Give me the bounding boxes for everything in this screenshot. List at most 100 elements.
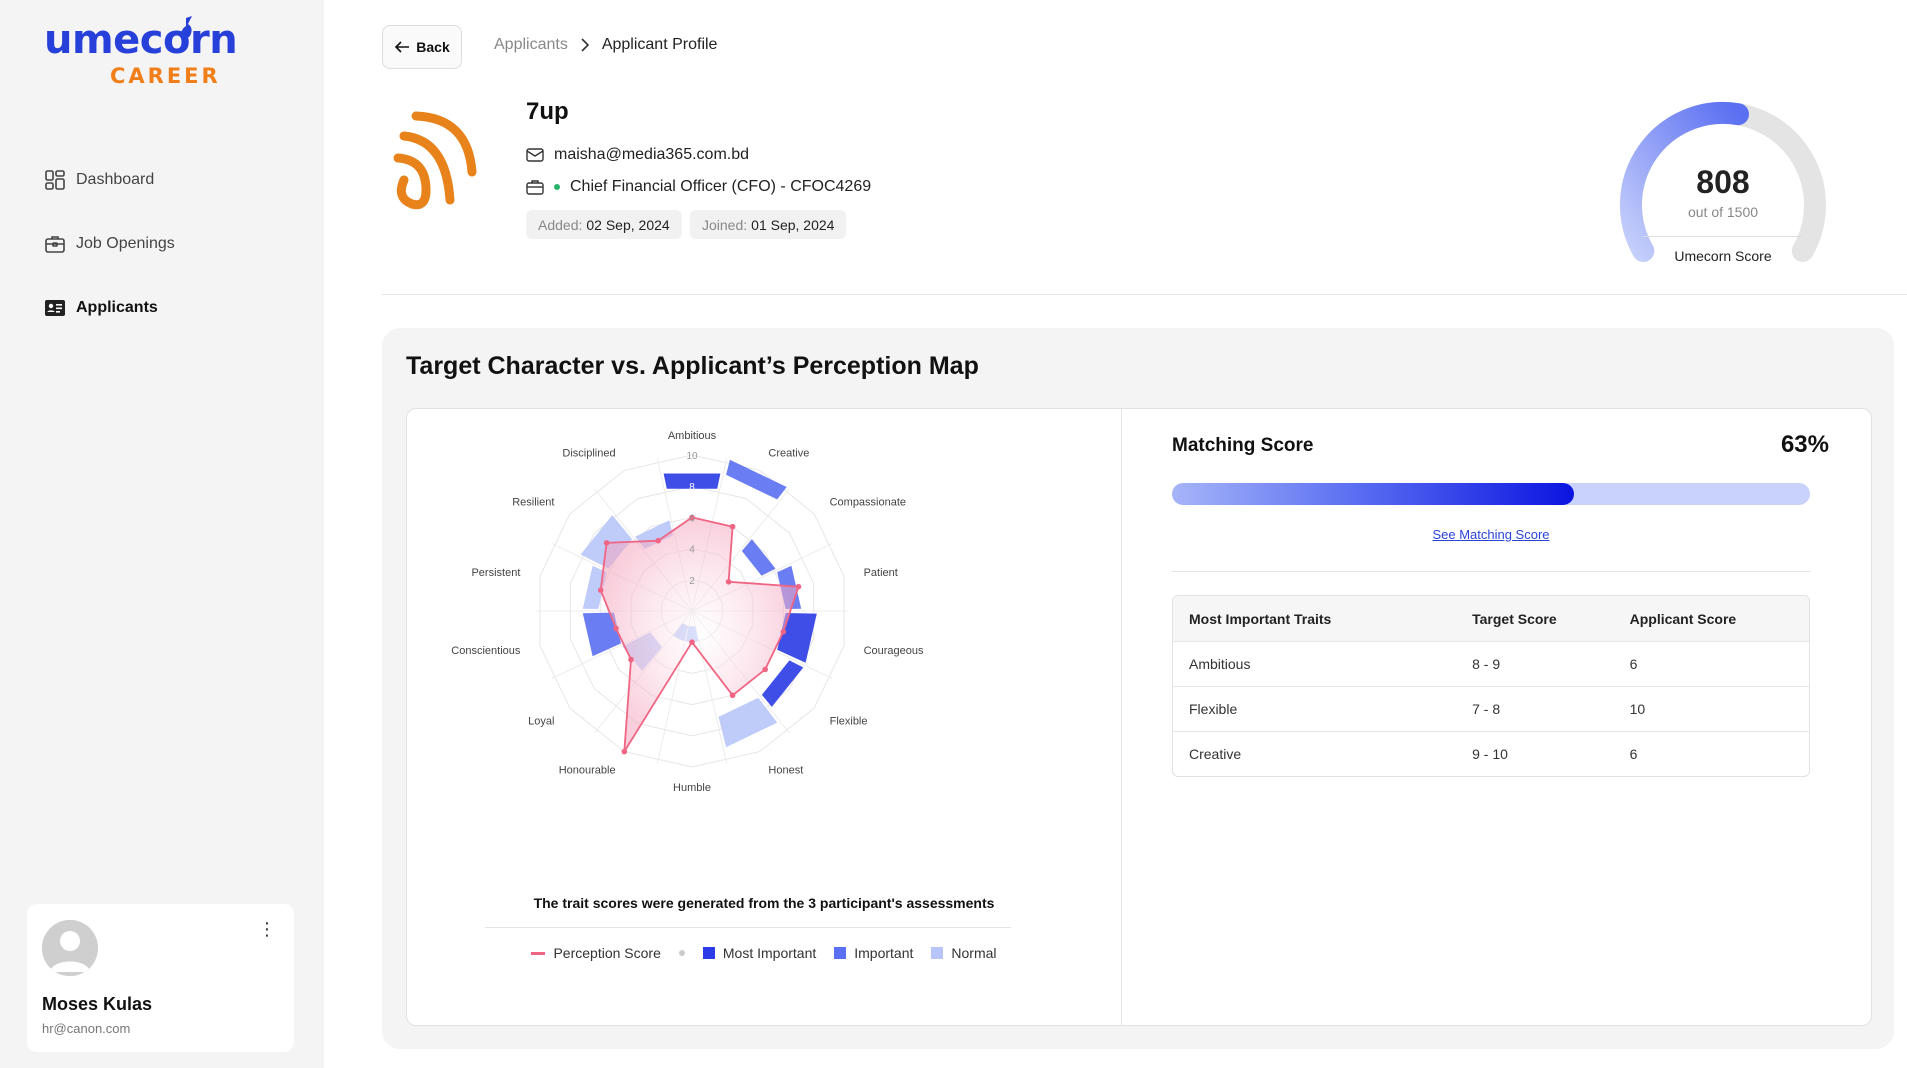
legend-normal: Normal	[931, 945, 997, 961]
axis-label-resilient: Resilient	[512, 496, 554, 508]
axis-label-ambitious: Ambitious	[668, 430, 717, 442]
legend-important-label: Important	[854, 945, 914, 961]
more-options-icon[interactable]: ⋮	[258, 919, 276, 939]
user-icon	[42, 920, 98, 976]
axis-label-flexible: Flexible	[830, 716, 868, 728]
joined-date-badge: Joined: 01 Sep, 2024	[690, 210, 847, 239]
gauge-divider	[1643, 236, 1803, 237]
tick-label: 2	[689, 576, 695, 587]
sidebar-item-label: Job Openings	[76, 235, 175, 252]
back-button[interactable]: Back	[382, 25, 462, 69]
card-divider	[1121, 409, 1122, 1025]
matching-score-title: Matching Score	[1172, 435, 1314, 456]
applicant-cell: 10	[1629, 701, 1646, 717]
dashboard-icon	[45, 170, 65, 190]
perception-point-honest	[729, 692, 736, 699]
target-sector-ambitious	[663, 473, 721, 489]
target-sector-conscientious	[582, 612, 621, 657]
perception-point-creative	[729, 523, 736, 530]
tick-label: 8	[689, 482, 695, 493]
axis-label-loyal: Loyal	[528, 716, 554, 728]
target-cell: 7 - 8	[1472, 701, 1501, 717]
trait-cell: Flexible	[1189, 701, 1238, 717]
perception-point-loyal	[628, 656, 634, 663]
added-value: 02 Sep, 2024	[586, 216, 670, 233]
score-gauge-arc	[1619, 101, 1826, 262]
brand-name: umecorn	[44, 17, 238, 63]
sidebar-nav: Dashboard Job Openings Applicants	[44, 148, 175, 340]
brand-logo[interactable]: umecorn CAREER	[44, 16, 238, 88]
avatar[interactable]	[42, 920, 98, 976]
legend-most-important-label: Most Important	[722, 945, 817, 961]
legend-normal-label: Normal	[951, 945, 997, 961]
perception-point-honourable	[621, 748, 628, 755]
main-content: Back Applicants Applicant Profile 7up ma…	[324, 0, 1907, 1068]
axis-label-honourable: Honourable	[559, 765, 616, 777]
mail-icon	[526, 148, 544, 162]
legend-important: Important	[834, 945, 913, 961]
perception-point-flexible	[762, 666, 768, 673]
axis-label-persistent: Persistent	[471, 567, 520, 579]
table-header: Most Important Traits Target Score Appli…	[1173, 596, 1809, 641]
breadcrumb-applicants[interactable]: Applicants	[494, 36, 568, 53]
sidebar-item-label: Dashboard	[76, 171, 155, 188]
added-label: Added:	[538, 216, 583, 233]
tick-label: 4	[689, 545, 695, 556]
perception-point-courageous	[780, 629, 787, 635]
sidebar-item-applicants[interactable]: Applicants	[44, 276, 175, 340]
chart-note: The trait scores were generated from the…	[533, 895, 995, 911]
umecorn-score-gauge: 808 out of 1500 Umecorn Score	[1588, 100, 1858, 270]
axis-label-patient: Patient	[864, 567, 898, 579]
perception-point-ambitious	[689, 514, 695, 521]
joined-value: 01 Sep, 2024	[751, 216, 835, 233]
legend-separator-dot	[678, 950, 685, 956]
perception-point-resilient	[603, 540, 610, 546]
sidebar-item-dashboard[interactable]: Dashboard	[44, 148, 175, 212]
user-card: ⋮ Moses Kulas hr@canon.com	[27, 904, 294, 1052]
perception-card: 2 4 6 8 10 Ambitious Creative Compassionate Pati…	[406, 408, 1872, 1026]
trait-cell: Creative	[1189, 746, 1242, 762]
header-trait: Most Important Traits	[1189, 610, 1332, 627]
briefcase-icon	[526, 180, 544, 195]
table-row: Creative 9 - 10 6	[1173, 731, 1809, 776]
legend-most-important: Most Important	[702, 945, 817, 961]
breadcrumb-current: Applicant Profile	[601, 36, 718, 53]
target-sector-compassionate	[741, 539, 776, 576]
score-value: 808	[1696, 164, 1750, 200]
status-dot	[554, 184, 560, 190]
axis-label-disciplined: Disciplined	[562, 447, 615, 459]
applicant-cell: 6	[1629, 746, 1638, 762]
user-email: hr@canon.com	[42, 1021, 131, 1036]
arrow-left-icon	[395, 41, 410, 53]
applicant-position: Chief Financial Officer (CFO) - CFOC4269	[570, 178, 872, 195]
perception-point-disciplined	[655, 537, 661, 544]
grid-ring	[539, 454, 845, 768]
applicant-email: maisha@media365.com.bd	[554, 146, 750, 163]
added-date-badge: Added: 02 Sep, 2024	[526, 210, 682, 239]
target-sector-honest	[718, 697, 778, 748]
sidebar: umecorn CAREER Dashboard Job Openings	[0, 0, 324, 1068]
id-card-icon	[45, 300, 65, 316]
sidebar-item-label: Applicants	[76, 299, 158, 316]
traits-table: Most Important Traits Target Score Appli…	[1172, 595, 1810, 777]
matching-score-bar	[1172, 483, 1810, 505]
table-row: Flexible 7 - 8 10	[1173, 686, 1809, 731]
chevron-right-icon	[581, 38, 589, 52]
briefcase-icon	[45, 236, 65, 253]
header-applicant: Applicant Score	[1629, 610, 1737, 627]
applicant-cell: 6	[1629, 656, 1638, 672]
target-cell: 9 - 10	[1472, 746, 1508, 762]
sidebar-item-job-openings[interactable]: Job Openings	[44, 212, 175, 276]
matching-score-fill	[1172, 483, 1574, 505]
legend-divider	[485, 927, 1011, 928]
target-sector-creative	[726, 459, 787, 500]
perception-point-patient	[795, 583, 802, 590]
applicant-email-row: maisha@media365.com.bd	[526, 146, 749, 164]
score-out-of: out of 1500	[1687, 204, 1759, 220]
legend-perception-label: Perception Score	[553, 945, 661, 961]
target-cell: 8 - 9	[1472, 656, 1501, 672]
axis-label-honest: Honest	[768, 765, 803, 777]
see-matching-score-link[interactable]: See Matching Score	[1432, 527, 1550, 542]
axis-label-creative: Creative	[768, 447, 809, 459]
header-target: Target Score	[1472, 610, 1557, 627]
